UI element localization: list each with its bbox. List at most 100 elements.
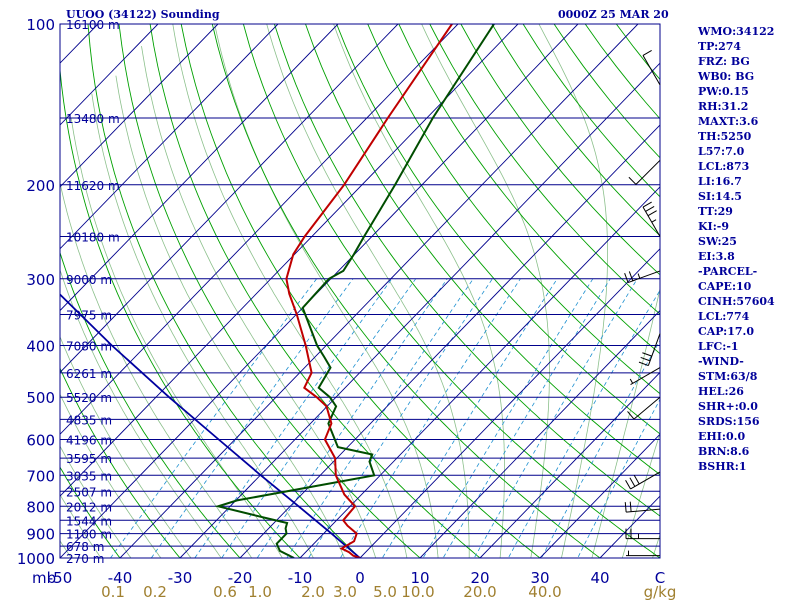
mixing-ratio-line [473, 278, 638, 558]
mixing-ratio-line [194, 278, 393, 558]
isotherm [479, 371, 660, 558]
index-line: CAP:17.0 [698, 325, 755, 338]
temperature-tick-label: 40 [590, 569, 609, 587]
temperature-tick-label: 0 [355, 569, 365, 587]
mixing-ratio-line [541, 339, 660, 558]
temperature-tick-label: -30 [168, 569, 193, 587]
isotherm [60, 24, 339, 312]
dry-adiabat [60, 557, 61, 558]
mixing-ratio-line [381, 278, 558, 558]
dry-adiabat [429, 24, 660, 315]
dry-adiabat [118, 24, 421, 558]
dry-adiabat [60, 251, 241, 558]
height-label: 3595 m [66, 452, 112, 466]
wind-barb [629, 367, 661, 386]
index-line: -PARCEL- [698, 265, 758, 278]
wind-barb [627, 396, 661, 420]
mixing-ratio-line [308, 278, 493, 558]
index-line: BSHR:1 [698, 460, 747, 473]
pressure-tick-label: 1000 [17, 550, 55, 568]
index-line: FRZ: BG [698, 55, 750, 68]
index-line: RH:31.2 [698, 100, 749, 113]
height-label: 11620 m [66, 179, 120, 193]
isotherm [179, 62, 660, 558]
mixing-ratio-tick-label: 0.1 [101, 583, 125, 600]
indices-panel: WMO:34122 TP:274 FRZ: BG WB0: BG PW:0.15 RH:3… [698, 24, 798, 474]
isotherm [60, 24, 159, 126]
height-label: 4196 m [66, 434, 112, 448]
isotherm [60, 24, 279, 250]
index-line: BRN:8.6 [698, 445, 750, 458]
moist-adiabat [0, 283, 19, 570]
height-label: 9000 m [66, 273, 112, 287]
parcel-path [60, 293, 361, 558]
index-line: MAXT:3.6 [698, 115, 759, 128]
height-label: 2507 m [66, 485, 112, 499]
index-line: WB0: BG [698, 70, 755, 83]
moist-adiabat [0, 263, 49, 570]
temperature-tick-label: -20 [228, 569, 253, 587]
isotherm [239, 124, 660, 558]
mixing-ratio-line [507, 289, 660, 558]
pressure-tick-label: 900 [26, 526, 55, 544]
mixing-ratio-tick-label: 0.6 [213, 583, 237, 600]
background-lines [0, 24, 660, 570]
moist-adiabat [266, 24, 470, 558]
moist-adiabat [60, 268, 222, 558]
dry-adiabat [242, 24, 660, 558]
height-label: 7080 m [66, 340, 112, 354]
mixing-ratio-line [286, 278, 474, 558]
index-line: LI:16.7 [698, 175, 742, 188]
index-line: STM:63/8 [698, 370, 758, 383]
moist-adiabat [60, 445, 132, 558]
wind-barb [642, 201, 661, 237]
sounding-time: 0000Z 25 MAR 20 [558, 8, 669, 21]
index-line: TH:5250 [698, 130, 752, 143]
isotherm [119, 24, 639, 558]
wind-barb [642, 49, 661, 86]
dry-adiabat [336, 24, 660, 435]
moist-adiabat [91, 93, 314, 558]
index-line: WMO:34122 [698, 25, 775, 38]
moist-adiabat [621, 431, 660, 558]
mixing-ratio-tick-label: 10.0 [401, 583, 434, 600]
temperature-tick-label: 10 [410, 569, 429, 587]
height-label: 16100 m [66, 18, 120, 32]
index-line: SRDS:156 [698, 415, 760, 428]
wind-barb [626, 550, 660, 557]
temperature-unit-label: C [655, 569, 665, 587]
height-label: 13480 m [66, 112, 120, 126]
isotherm [419, 309, 660, 558]
mixing-ratio-tick-label: 20.0 [463, 583, 496, 600]
height-label: 1544 m [66, 514, 112, 528]
index-line: HEL:26 [698, 385, 744, 398]
isotherm [359, 248, 660, 558]
isotherm [60, 24, 519, 497]
index-line: -WIND- [698, 355, 744, 368]
height-label: 3035 m [66, 469, 112, 483]
mixing-ratio-line [577, 398, 660, 558]
pressure-tick-label: 200 [26, 177, 55, 195]
mixing-ratio-line [221, 278, 417, 558]
wind-barb [628, 159, 661, 185]
mixing-ratio-line [110, 278, 317, 558]
height-label: 4835 m [66, 413, 112, 427]
height-label: 10180 m [66, 230, 120, 244]
index-line: PW:0.15 [698, 85, 749, 98]
dry-adiabat [367, 24, 660, 395]
height-label: 678 m [66, 540, 104, 554]
index-line: SHR+:0.0 [698, 400, 758, 413]
pressure-tick-label: 300 [26, 271, 55, 289]
dewpoint-profile [214, 24, 495, 558]
index-line: KI:-9 [698, 220, 729, 233]
dry-adiabat [398, 24, 660, 355]
index-line: EHI:0.0 [698, 430, 746, 443]
dry-adiabat [87, 24, 361, 558]
mixing-ratio-tick-label: 1.0 [248, 583, 272, 600]
index-line: LFC:-1 [698, 340, 739, 353]
mixing-ratio-tick-label: 40.0 [528, 583, 561, 600]
moist-adiabat [333, 24, 505, 558]
pressure-tick-label: 700 [26, 467, 55, 485]
mixing-ratio-line [339, 278, 521, 558]
